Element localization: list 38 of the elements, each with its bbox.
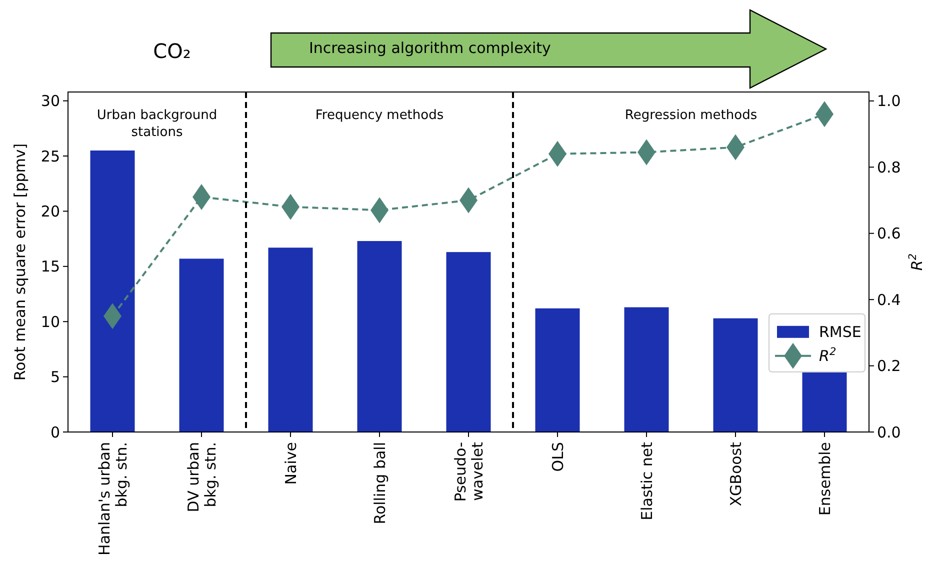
x-tick-label: Rolling ball [370,442,389,524]
y-tick-label: 0 [50,423,60,442]
x-tick-label: Ensemble [816,442,834,516]
bar [446,252,491,432]
bar [357,241,402,432]
y2-tick-label: 0.6 [877,224,901,243]
x-tick-label: Pseudo- wavelet [451,442,486,502]
bar [535,308,580,432]
y2-tick-label: 1.0 [877,92,901,110]
legend-label: RMSE [819,322,862,341]
chart-title: CO₂ [153,39,191,63]
y2-tick-label: 0.8 [877,158,901,176]
x-tick-label: OLS [548,442,567,472]
y-tick-label: 30 [40,92,60,110]
y-tick-label: 15 [40,258,60,276]
y2-tick-label: 0.4 [877,290,901,309]
y-tick-label: 10 [40,312,60,331]
x-tick-label: XGBoost [726,442,745,506]
y2-tick-label: 0.2 [877,357,901,376]
bar [624,307,669,432]
y-tick-label: 25 [40,147,60,166]
text: Increasing algorithm complexity [309,39,551,57]
annotation: Frequency methods [315,108,444,123]
y2-tick-label: 0.0 [877,423,901,442]
x-tick-label: Naive [282,442,300,485]
legend-label: R$^{2}$ [819,346,836,365]
annotation: Regression methods [624,108,758,123]
x-tick-label: Elastic net [638,442,656,520]
y-tick-label: 20 [40,202,60,220]
y-tick-label: 5 [50,368,60,386]
bar [90,150,135,432]
bar [713,318,758,432]
bar [179,258,224,432]
x-tick-label: Hanlan's urban bkg. stn. [95,442,130,556]
annotation: Urban background stations [96,108,218,140]
y-axis-title: Root mean square error [ppmv] [11,143,29,381]
bar [268,248,313,432]
x-tick-label: DV urban bkg. stn. [184,442,220,512]
